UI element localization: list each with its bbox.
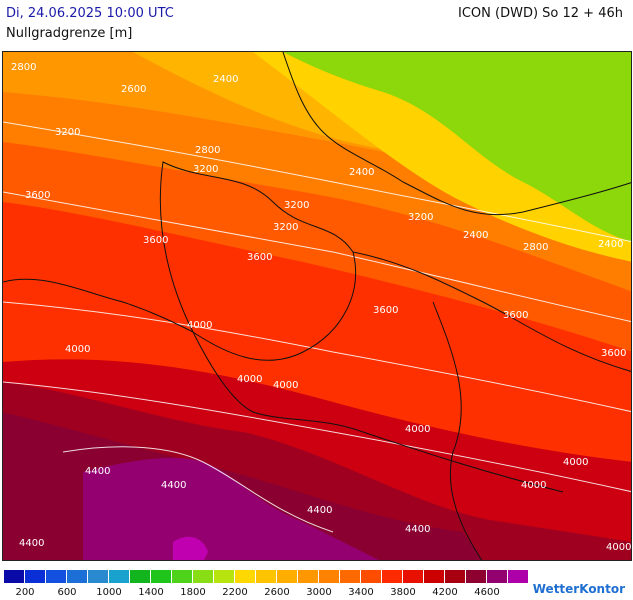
- legend-swatch: [25, 570, 46, 583]
- legend-swatch: [109, 570, 130, 583]
- contour-label: 2400: [598, 239, 624, 250]
- legend-tick-label: 4600: [474, 587, 500, 598]
- legend-tick-label: 3800: [390, 587, 416, 598]
- legend-swatch: [130, 570, 151, 583]
- contour-label: 2800: [11, 62, 37, 73]
- legend-swatch: [403, 570, 424, 583]
- contour-label: 3600: [247, 252, 273, 263]
- legend-tick-label: 200: [15, 587, 35, 598]
- legend-swatch: [46, 570, 67, 583]
- model-run-label: ICON (DWD) So 12 + 46h: [458, 6, 623, 21]
- legend-tick-labels: 200 600 1000 1400 1800 2200 2600 3000 3400 3800 42…: [4, 587, 524, 599]
- color-legend: [4, 570, 529, 583]
- legend-swatch: [4, 570, 25, 583]
- legend-tick-label: 4200: [432, 587, 458, 598]
- wetterkontor-logo: WetterKontor: [532, 582, 625, 596]
- contour-label: 2400: [213, 74, 239, 85]
- legend-swatch: [67, 570, 88, 583]
- legend-swatch: [277, 570, 298, 583]
- contour-label: 3200: [408, 212, 434, 223]
- legend-swatch: [340, 570, 361, 583]
- legend-swatch: [151, 570, 172, 583]
- contour-label: 3200: [284, 200, 310, 211]
- legend-tick-label: 2600: [264, 587, 290, 598]
- contour-label: 4400: [161, 480, 187, 491]
- legend-swatch: [508, 570, 529, 583]
- legend-swatch: [424, 570, 445, 583]
- contour-label: 4000: [606, 542, 632, 553]
- contour-label: 3200: [193, 164, 219, 175]
- legend-swatch: [256, 570, 277, 583]
- legend-swatch: [88, 570, 109, 583]
- contour-label: 4000: [187, 320, 213, 331]
- contour-label: 3600: [601, 348, 627, 359]
- legend-tick-label: 2200: [222, 587, 248, 598]
- contour-label: 2800: [523, 242, 549, 253]
- contour-label: 4000: [237, 374, 263, 385]
- parameter-title: Nullgradgrenze [m]: [6, 26, 133, 41]
- contour-label: 3600: [25, 190, 51, 201]
- contour-label: 2400: [463, 230, 489, 241]
- contour-label: 4000: [405, 424, 431, 435]
- legend-tick-label: 1000: [96, 587, 122, 598]
- contour-label: 4400: [405, 524, 431, 535]
- forecast-datetime: Di, 24.06.2025 10:00 UTC: [6, 6, 174, 21]
- legend-swatch: [466, 570, 487, 583]
- contour-label: 2800: [195, 145, 221, 156]
- legend-tick-label: 1800: [180, 587, 206, 598]
- legend-tick-label: 3000: [306, 587, 332, 598]
- legend-tick-label: 1400: [138, 587, 164, 598]
- contour-label: 4400: [85, 466, 111, 477]
- legend-swatch: [193, 570, 214, 583]
- contour-label: 4000: [563, 457, 589, 468]
- contour-label: 4400: [307, 505, 333, 516]
- contour-label: 3200: [273, 222, 299, 233]
- legend-swatch: [172, 570, 193, 583]
- contour-label: 4000: [65, 344, 91, 355]
- legend-tick-label: 3400: [348, 587, 374, 598]
- contour-label-layer: 2800 2600 2400 3200 2800 3200 2400 3600 3200 3600…: [3, 52, 632, 560]
- legend-swatch: [487, 570, 508, 583]
- legend-swatch: [361, 570, 382, 583]
- contour-label: 2400: [349, 167, 375, 178]
- contour-label: 2600: [121, 84, 147, 95]
- legend-swatch: [319, 570, 340, 583]
- legend-swatch: [214, 570, 235, 583]
- contour-label: 3200: [55, 127, 81, 138]
- contour-label: 4000: [521, 480, 547, 491]
- contour-label: 4400: [19, 538, 45, 549]
- legend-swatch: [445, 570, 466, 583]
- legend-swatch: [235, 570, 256, 583]
- freezing-level-map: 2800 2600 2400 3200 2800 3200 2400 3600 3200 3600…: [2, 51, 632, 561]
- contour-label: 3600: [143, 235, 169, 246]
- legend-swatch: [382, 570, 403, 583]
- legend-swatch: [298, 570, 319, 583]
- contour-label: 3600: [503, 310, 529, 321]
- contour-label: 4000: [273, 380, 299, 391]
- contour-label: 3600: [373, 305, 399, 316]
- legend-tick-label: 600: [57, 587, 77, 598]
